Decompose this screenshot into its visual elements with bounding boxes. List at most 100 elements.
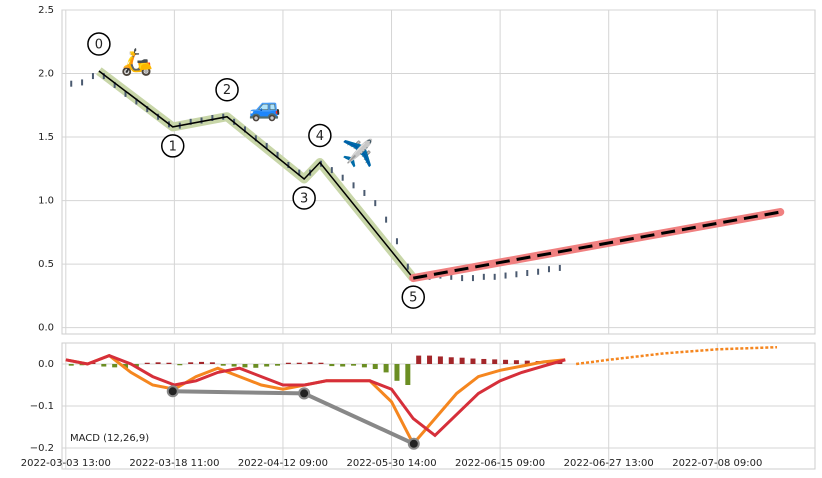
zigzag-line: [98, 70, 414, 279]
candle: [547, 266, 550, 273]
histogram-bar: [242, 364, 248, 368]
histogram-bar: [220, 364, 226, 366]
candle: [146, 106, 149, 113]
candle: [526, 270, 529, 277]
pivot-label: 0: [95, 37, 103, 52]
icon: ✈️: [342, 137, 374, 169]
pivot-marker: [292, 186, 316, 210]
histogram-bar: [264, 364, 270, 367]
x-tick-label: 2022-06-15 09:00: [455, 458, 545, 469]
histogram-bar: [427, 355, 433, 364]
price-panel: [61, 9, 816, 335]
y-tick-label: −0.1: [30, 401, 54, 412]
candle: [504, 272, 507, 279]
candle: [81, 79, 84, 86]
candle: [287, 162, 290, 169]
y-tick-label: −0.2: [30, 443, 54, 454]
histogram-bar: [188, 362, 194, 364]
divergence-point: [166, 385, 179, 398]
candle: [341, 174, 344, 181]
x-tick-label: 2022-04-12 09:00: [238, 458, 328, 469]
candle: [298, 169, 301, 176]
x-tick-label: 2022-05-30 14:00: [346, 458, 436, 469]
x-tick-label: 2022-06-27 13:00: [564, 458, 654, 469]
divergence-line: [303, 391, 415, 446]
candle: [374, 200, 377, 207]
candle: [211, 115, 214, 121]
histogram-bar: [275, 364, 281, 366]
histogram-bar: [68, 364, 74, 366]
histogram-bar: [112, 364, 118, 368]
histogram-bar: [166, 362, 172, 364]
y-tick-label: 0.0: [38, 323, 54, 334]
candle: [276, 151, 279, 158]
histogram-bar: [177, 364, 183, 366]
candle: [558, 264, 561, 271]
pivot-marker: [308, 123, 332, 148]
histogram-bar: [524, 360, 530, 364]
candle: [102, 73, 105, 80]
pivot-marker: [87, 32, 111, 56]
histogram-bar: [361, 364, 367, 368]
histogram-bar: [416, 355, 422, 364]
histogram-bar: [101, 364, 107, 367]
histogram-bar: [285, 362, 291, 364]
divergence-line: [172, 389, 305, 396]
candle: [113, 81, 116, 88]
histogram-bar: [383, 364, 389, 373]
histogram-bar: [448, 357, 454, 364]
pivot-label: 4: [316, 129, 324, 144]
candle: [135, 98, 138, 105]
x-tick-label: 2022-07-08 09:00: [672, 458, 762, 469]
histogram-bar: [492, 359, 498, 364]
projection-band: [409, 208, 785, 283]
macd-projection: [575, 345, 778, 366]
candle: [243, 126, 246, 133]
candle: [352, 182, 355, 189]
pivot-label: 3: [300, 191, 308, 206]
candle: [537, 268, 540, 275]
x-tick-label: 2022-03-18 11:00: [129, 458, 219, 469]
pivot-label: 5: [409, 291, 417, 306]
histogram-bar: [133, 364, 139, 367]
histogram-bar: [513, 360, 519, 364]
histogram-bar: [470, 358, 476, 364]
candle: [70, 80, 73, 87]
y-tick-label: 1.0: [38, 196, 54, 207]
macd-label: MACD (12,26,9): [70, 433, 149, 444]
histogram-bar: [199, 361, 205, 364]
histogram-bar: [405, 364, 411, 385]
pivot-marker: [401, 285, 426, 309]
histogram-bar: [123, 364, 129, 369]
y-tick-label: 0.5: [38, 259, 54, 270]
y-tick-label: 0.0: [38, 359, 54, 370]
candle: [395, 238, 398, 245]
candle: [200, 117, 203, 124]
histogram-bar: [329, 364, 335, 367]
histogram-bar: [340, 364, 346, 367]
candle: [330, 167, 333, 174]
candle: [493, 273, 496, 280]
histogram-bar: [296, 362, 302, 364]
histogram-bar: [459, 357, 465, 364]
icon: 🛵: [121, 47, 153, 77]
pivot-marker: [215, 77, 239, 102]
macd-line: [65, 353, 566, 438]
candle: [385, 216, 388, 223]
histogram-bar: [437, 356, 443, 364]
pivot-marker: [161, 134, 185, 158]
divergence-point: [407, 437, 420, 450]
candle: [461, 275, 464, 282]
y-tick-label: 1.5: [38, 132, 54, 143]
histogram-bar: [155, 362, 161, 364]
y-tick-label: 2.0: [38, 69, 54, 80]
candle: [189, 118, 192, 125]
histogram-bar: [253, 364, 259, 368]
x-tick-label: 2022-03-03 13:00: [21, 458, 111, 469]
candle: [265, 142, 268, 149]
histogram-bar: [79, 364, 85, 366]
candle: [515, 271, 518, 278]
candle: [450, 273, 453, 280]
histogram-bar: [503, 359, 509, 364]
